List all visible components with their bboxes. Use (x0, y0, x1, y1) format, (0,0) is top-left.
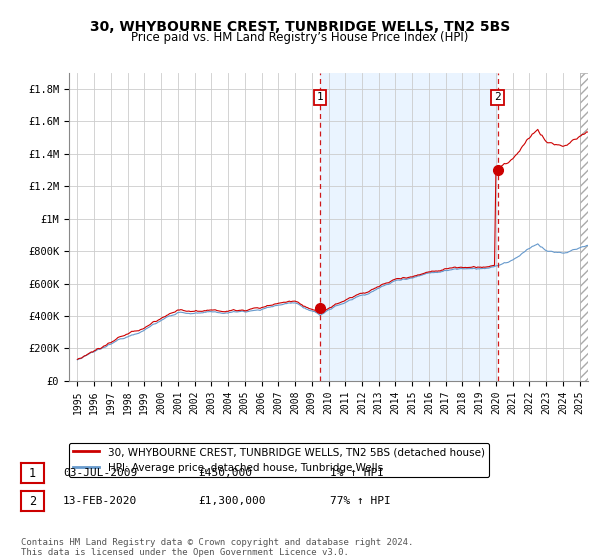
Legend: 30, WHYBOURNE CREST, TUNBRIDGE WELLS, TN2 5BS (detached house), HPI: Average pri: 30, WHYBOURNE CREST, TUNBRIDGE WELLS, TN… (69, 443, 489, 477)
Text: Contains HM Land Registry data © Crown copyright and database right 2024.
This d: Contains HM Land Registry data © Crown c… (21, 538, 413, 557)
Text: 1: 1 (29, 466, 36, 480)
Text: 1% ↑ HPI: 1% ↑ HPI (330, 468, 384, 478)
Text: £450,000: £450,000 (198, 468, 252, 478)
Bar (320, 73, 497, 381)
Text: 30, WHYBOURNE CREST, TUNBRIDGE WELLS, TN2 5BS: 30, WHYBOURNE CREST, TUNBRIDGE WELLS, TN… (90, 20, 510, 34)
Text: 1: 1 (317, 92, 323, 102)
Bar (580, 73, 588, 381)
Text: Price paid vs. HM Land Registry’s House Price Index (HPI): Price paid vs. HM Land Registry’s House … (131, 31, 469, 44)
Text: 13-FEB-2020: 13-FEB-2020 (63, 496, 137, 506)
Text: 03-JUL-2009: 03-JUL-2009 (63, 468, 137, 478)
Text: £1,300,000: £1,300,000 (198, 496, 265, 506)
Text: 2: 2 (494, 92, 501, 102)
Text: 2: 2 (29, 494, 36, 508)
Text: 77% ↑ HPI: 77% ↑ HPI (330, 496, 391, 506)
